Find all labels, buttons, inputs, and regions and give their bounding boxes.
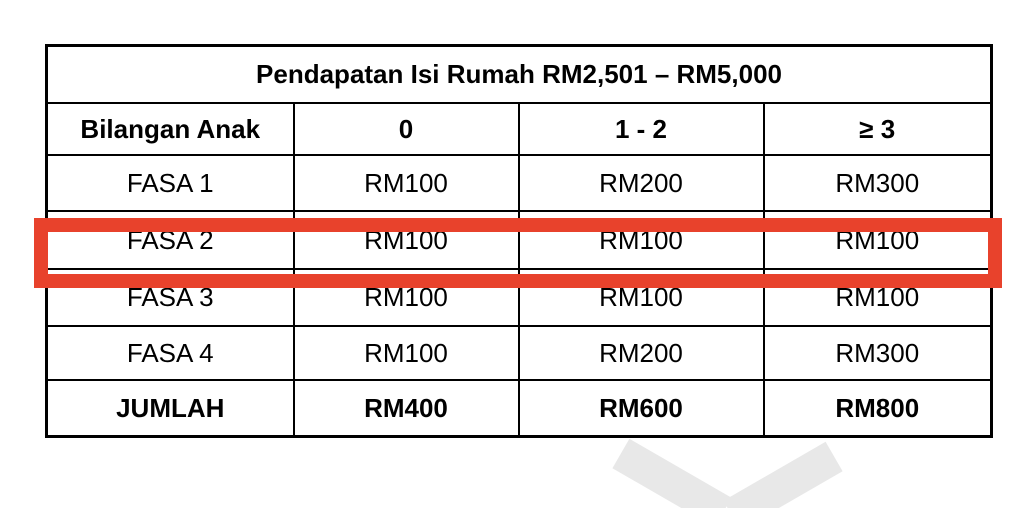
cell-fasa-3-col-ge3: RM100	[762, 268, 993, 327]
table-row-fasa-1: FASA 1 RM100 RM200 RM300	[45, 154, 993, 212]
table-row-fasa-3: FASA 3 RM100 RM100 RM100	[45, 268, 993, 327]
cell-jumlah-col-ge3: RM800	[762, 379, 993, 438]
column-header-3-or-more-children: ≥ 3	[762, 102, 993, 156]
cell-fasa-2-col-ge3: RM100	[762, 210, 993, 270]
cell-fasa-1-col-ge3: RM300	[762, 154, 993, 212]
cell-fasa-1-col-0: RM100	[292, 154, 520, 212]
cell-fasa-4-col-ge3: RM300	[762, 325, 993, 381]
row-label-fasa-1: FASA 1	[45, 154, 295, 212]
cell-jumlah-col-1-2: RM600	[517, 379, 765, 438]
row-label-fasa-2: FASA 2	[45, 210, 295, 270]
cell-fasa-1-col-1-2: RM200	[517, 154, 765, 212]
watermark-stroke-left-icon	[612, 438, 732, 508]
table-title: Pendapatan Isi Rumah RM2,501 – RM5,000	[45, 44, 993, 104]
row-label-fasa-3: FASA 3	[45, 268, 295, 327]
column-header-bilangan-anak: Bilangan Anak	[45, 102, 295, 156]
table-row-fasa-4: FASA 4 RM100 RM200 RM300	[45, 325, 993, 381]
table-title-row: Pendapatan Isi Rumah RM2,501 – RM5,000	[45, 44, 993, 104]
cell-fasa-2-col-1-2: RM100	[517, 210, 765, 270]
cell-jumlah-col-0: RM400	[292, 379, 520, 438]
cell-fasa-4-col-1-2: RM200	[517, 325, 765, 381]
cell-fasa-2-col-0: RM100	[292, 210, 520, 270]
cell-fasa-3-col-1-2: RM100	[517, 268, 765, 327]
cell-fasa-3-col-0: RM100	[292, 268, 520, 327]
watermark-stroke-right-icon	[723, 441, 843, 508]
payment-table: Pendapatan Isi Rumah RM2,501 – RM5,000 B…	[45, 44, 994, 438]
row-label-fasa-4: FASA 4	[45, 325, 295, 381]
row-label-jumlah: JUMLAH	[45, 379, 295, 438]
cell-fasa-4-col-0: RM100	[292, 325, 520, 381]
table-header-row: Bilangan Anak 0 1 - 2 ≥ 3	[45, 102, 993, 156]
table-row-fasa-2: FASA 2 RM100 RM100 RM100	[45, 210, 993, 270]
column-header-0-children: 0	[292, 102, 520, 156]
table-row-jumlah: JUMLAH RM400 RM600 RM800	[45, 379, 993, 438]
column-header-1-2-children: 1 - 2	[517, 102, 765, 156]
